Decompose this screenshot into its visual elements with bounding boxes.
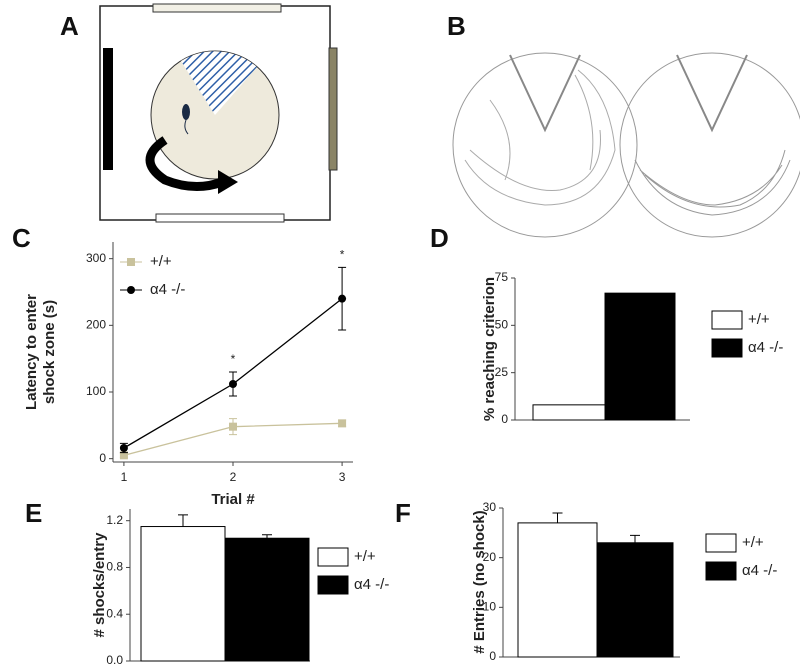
legend-label: +/+	[150, 253, 172, 270]
error-bar	[552, 512, 563, 523]
y-tick-label: 0.0	[106, 653, 123, 667]
legend-marker	[127, 286, 135, 294]
bar	[140, 526, 226, 662]
y-tick-label: 50	[495, 318, 509, 332]
y-tick-label: 30	[483, 500, 497, 514]
y-tick-label: 300	[86, 251, 106, 265]
marker	[119, 444, 128, 452]
legend-label: +/+	[354, 548, 376, 565]
error-bar	[630, 534, 640, 543]
y-tick-label: 0	[99, 451, 106, 465]
legend-swatch	[711, 338, 743, 358]
legend-swatch	[705, 561, 737, 581]
marker	[229, 422, 237, 431]
annotation: *	[231, 352, 236, 366]
x-tick-label: 3	[339, 470, 346, 484]
y-tick-label: 0.8	[106, 560, 123, 574]
y-tick-label: 1.2	[106, 513, 123, 527]
legend-label: α4 -/-	[742, 562, 777, 579]
legend-label: α4 -/-	[748, 339, 783, 356]
y-tick-label: 75	[495, 270, 509, 284]
panel-label: E	[25, 498, 42, 528]
legend-marker	[127, 258, 135, 266]
y-tick-label: 20	[483, 550, 497, 564]
y-tick-label: 25	[495, 365, 509, 379]
y-tick-label: 0	[501, 412, 508, 426]
panel-label: D	[430, 223, 449, 253]
legend-label: +/+	[742, 534, 764, 551]
bar	[596, 542, 674, 658]
legend-label: α4 -/-	[354, 576, 389, 593]
marker	[338, 419, 347, 428]
bar	[517, 522, 598, 658]
y-tick-label: 10	[483, 600, 497, 614]
bar	[224, 537, 310, 662]
bar	[604, 292, 676, 421]
panel-label: C	[12, 223, 31, 253]
legend-swatch	[711, 310, 743, 330]
panel-label: A	[60, 11, 79, 41]
marker	[338, 294, 347, 303]
x-tick-label: 1	[121, 470, 128, 484]
y-axis-label: Latency to enter	[23, 294, 40, 410]
x-tick-label: 2	[230, 470, 237, 484]
error-bar	[262, 534, 272, 539]
marker	[119, 451, 128, 460]
y-axis-label: % reaching criterion	[481, 277, 498, 421]
y-tick-label: 100	[86, 384, 106, 398]
arena-diagram	[99, 3, 338, 223]
y-axis-label: shock zone (s)	[41, 300, 58, 404]
bar	[532, 404, 606, 421]
y-tick-label: 200	[86, 318, 106, 332]
annotation: *	[340, 248, 345, 262]
legend-swatch	[317, 547, 349, 567]
panel-label: B	[447, 11, 466, 41]
error-bar	[178, 514, 188, 527]
track-diagram	[452, 52, 800, 238]
panel-label: F	[395, 498, 411, 528]
y-axis-label: # Entries (no shock)	[471, 510, 488, 653]
marker	[229, 380, 237, 388]
y-tick-label: 0	[489, 649, 496, 663]
legend-label: +/+	[748, 311, 770, 328]
legend-label: α4 -/-	[150, 281, 185, 298]
x-axis-label: Trial #	[211, 491, 255, 508]
y-axis-label: # shocks/entry	[91, 532, 108, 638]
y-tick-label: 0.4	[106, 606, 123, 620]
legend-swatch	[705, 533, 737, 553]
legend-swatch	[317, 575, 349, 595]
